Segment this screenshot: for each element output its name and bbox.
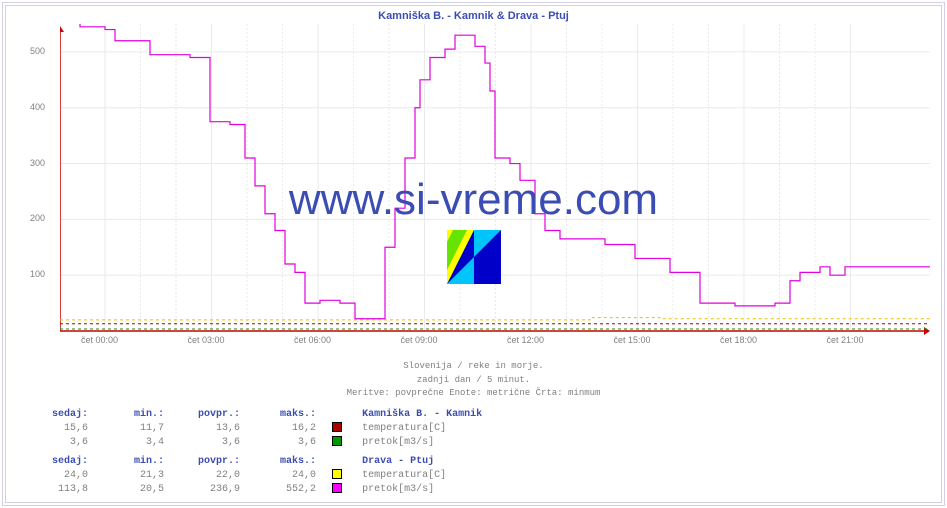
swatch-flow2-icon: [332, 483, 342, 493]
y-tick-label: 200: [30, 213, 45, 223]
d1r1-min: 11,7: [94, 422, 164, 436]
d2r2-min: 20,5: [94, 483, 164, 497]
y-tick-label: 300: [30, 158, 45, 168]
d2r1-label: temperatura[C]: [358, 469, 446, 483]
caption-line-3: Meritve: povprečne Enote: metrične Črta:…: [0, 387, 947, 401]
d1r1-label: temperatura[C]: [358, 422, 446, 436]
hdr-povpr: povpr.:: [170, 408, 240, 422]
y-tick-label: 400: [30, 102, 45, 112]
x-tick-label: čet 09:00: [400, 335, 437, 345]
chart-svg: [60, 24, 930, 349]
caption: Slovenija / reke in morje. zadnji dan / …: [0, 360, 947, 401]
swatch-temp1-icon: [332, 422, 342, 432]
d2r2-povpr: 236,9: [170, 483, 240, 497]
x-tick-label: čet 03:00: [187, 335, 224, 345]
swatch-flow1-icon: [332, 436, 342, 446]
x-tick-label: čet 12:00: [507, 335, 544, 345]
stats-block-2: sedaj: min.: povpr.: maks.: Drava - Ptuj…: [28, 455, 446, 497]
d1r2-maks: 3,6: [246, 436, 316, 450]
x-tick-label: čet 00:00: [81, 335, 118, 345]
d1r1-sedaj: 15,6: [28, 422, 88, 436]
y-tick-label: 100: [30, 269, 45, 279]
stats-block-1: sedaj: min.: povpr.: maks.: Kamniška B. …: [28, 408, 482, 450]
caption-line-2: zadnji dan / 5 minut.: [0, 374, 947, 388]
d2r1-povpr: 22,0: [170, 469, 240, 483]
x-tick-label: čet 06:00: [294, 335, 331, 345]
d1r2-povpr: 3,6: [170, 436, 240, 450]
plot-area: 100200300400500čet 00:00čet 03:00čet 06:…: [60, 24, 930, 349]
d2r1-min: 21,3: [94, 469, 164, 483]
hdr2-sedaj: sedaj:: [28, 455, 88, 469]
hdr-maks: maks.:: [246, 408, 316, 422]
chart-title: Kamniška B. - Kamnik & Drava - Ptuj: [0, 10, 947, 22]
hdr-min: min.:: [94, 408, 164, 422]
y-tick-label: 500: [30, 46, 45, 56]
caption-line-1: Slovenija / reke in morje.: [0, 360, 947, 374]
hdr2-povpr: povpr.:: [170, 455, 240, 469]
d1r2-sedaj: 3,6: [28, 436, 88, 450]
dataset-2-name: Drava - Ptuj: [358, 455, 434, 469]
d1r2-label: pretok[m3/s]: [358, 436, 434, 450]
hdr-sedaj: sedaj:: [28, 408, 88, 422]
x-tick-label: čet 21:00: [826, 335, 863, 345]
dataset-1-name: Kamniška B. - Kamnik: [358, 408, 482, 422]
d2r2-label: pretok[m3/s]: [358, 483, 434, 497]
d2r2-maks: 552,2: [246, 483, 316, 497]
d2r1-sedaj: 24,0: [28, 469, 88, 483]
d2r1-maks: 24,0: [246, 469, 316, 483]
d1r1-povpr: 13,6: [170, 422, 240, 436]
d1r1-maks: 16,2: [246, 422, 316, 436]
d2r2-sedaj: 113,8: [28, 483, 88, 497]
x-tick-label: čet 18:00: [720, 335, 757, 345]
swatch-temp2-icon: [332, 469, 342, 479]
hdr2-maks: maks.:: [246, 455, 316, 469]
hdr2-min: min.:: [94, 455, 164, 469]
d1r2-min: 3,4: [94, 436, 164, 450]
x-tick-label: čet 15:00: [613, 335, 650, 345]
